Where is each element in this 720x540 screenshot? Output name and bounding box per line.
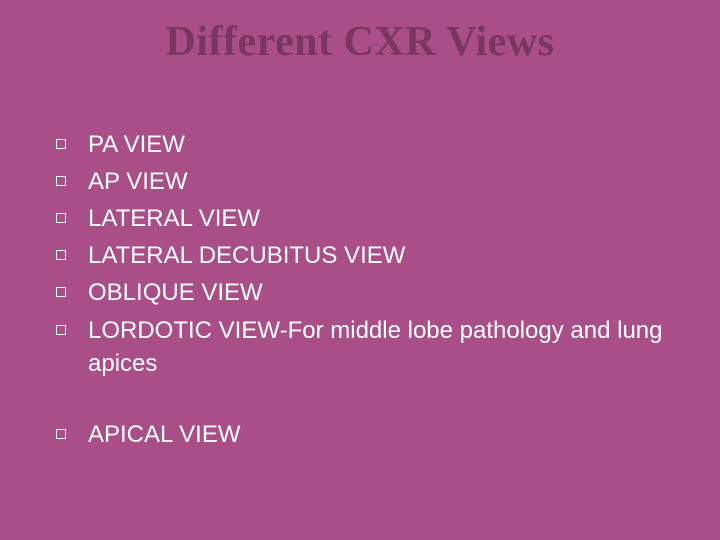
list-item: LORDOTIC VIEW-For middle lobe pathology … bbox=[56, 314, 690, 380]
checkbox-icon bbox=[56, 213, 66, 223]
list-item: APICAL VIEW bbox=[56, 418, 690, 451]
checkbox-icon bbox=[56, 325, 66, 335]
list-item: LATERAL DECUBITUS VIEW bbox=[56, 239, 690, 272]
checkbox-icon bbox=[56, 139, 66, 149]
list-item-text: LATERAL VIEW bbox=[88, 202, 690, 235]
list-item-text: AP VIEW bbox=[88, 165, 690, 198]
spacer bbox=[56, 384, 690, 418]
list-item-text: APICAL VIEW bbox=[88, 418, 690, 451]
checkbox-icon bbox=[56, 429, 66, 439]
checkbox-icon bbox=[56, 176, 66, 186]
list-item: AP VIEW bbox=[56, 165, 690, 198]
list-item: LATERAL VIEW bbox=[56, 202, 690, 235]
list-item-text: PA VIEW bbox=[88, 128, 690, 161]
bullet-list: PA VIEW AP VIEW LATERAL VIEW LATERAL DEC… bbox=[56, 128, 690, 455]
list-item-text: LORDOTIC VIEW-For middle lobe pathology … bbox=[88, 314, 690, 380]
list-item-text: LATERAL DECUBITUS VIEW bbox=[88, 239, 690, 272]
checkbox-icon bbox=[56, 250, 66, 260]
slide: Different CXR Views PA VIEW AP VIEW LATE… bbox=[0, 0, 720, 540]
checkbox-icon bbox=[56, 287, 66, 297]
slide-title: Different CXR Views bbox=[0, 18, 720, 66]
list-item: PA VIEW bbox=[56, 128, 690, 161]
list-item-text: OBLIQUE VIEW bbox=[88, 276, 690, 309]
list-item: OBLIQUE VIEW bbox=[56, 276, 690, 309]
